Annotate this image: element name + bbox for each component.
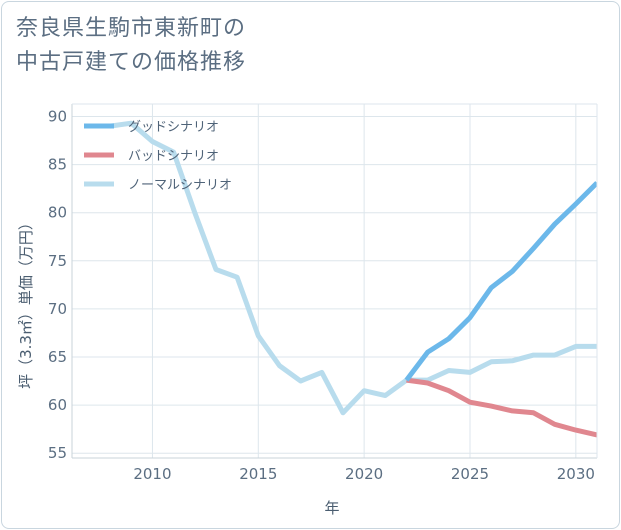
y-tick-label: 85 xyxy=(48,156,67,174)
series-lines xyxy=(109,120,597,438)
grid xyxy=(72,104,597,458)
tick-labels: 2010 2015 2020 2025 2030 55 60 65 70 75 80 85 90 xyxy=(48,108,595,483)
chart-title-line-2: 中古戸建ての価格推移 xyxy=(16,50,247,75)
x-tick-label: 2030 xyxy=(557,465,595,483)
legend-label-2: ノーマルシナリオ xyxy=(128,178,232,193)
series-line-0 xyxy=(404,181,597,382)
x-axis-label: 年 xyxy=(324,499,339,517)
x-tick-label: 2010 xyxy=(133,465,171,483)
x-tick-label: 2020 xyxy=(345,465,383,483)
x-tick-label: 2025 xyxy=(451,465,489,483)
series-line-1 xyxy=(406,377,597,438)
plot-frame xyxy=(71,103,598,459)
x-tick-label: 2015 xyxy=(239,465,277,483)
series-line-2 xyxy=(109,120,597,416)
chart-title-line-1: 奈良県生駒市東新町の xyxy=(16,16,247,41)
y-tick-label: 55 xyxy=(48,444,67,462)
y-tick-label: 75 xyxy=(48,252,67,270)
y-tick-label: 65 xyxy=(48,348,67,366)
chart-title: 奈良県生駒市東新町の 中古戸建ての価格推移 xyxy=(16,12,246,80)
y-tick-label: 60 xyxy=(48,396,67,414)
legend-label-1: バッドシナリオ xyxy=(128,149,219,164)
legend-label-0: グッドシナリオ xyxy=(128,120,219,135)
y-tick-label: 70 xyxy=(48,300,67,318)
y-tick-label: 80 xyxy=(48,204,67,222)
y-tick-label: 90 xyxy=(48,108,67,126)
y-axis-label: 坪（3.3㎡）単価（万円） xyxy=(17,215,35,389)
